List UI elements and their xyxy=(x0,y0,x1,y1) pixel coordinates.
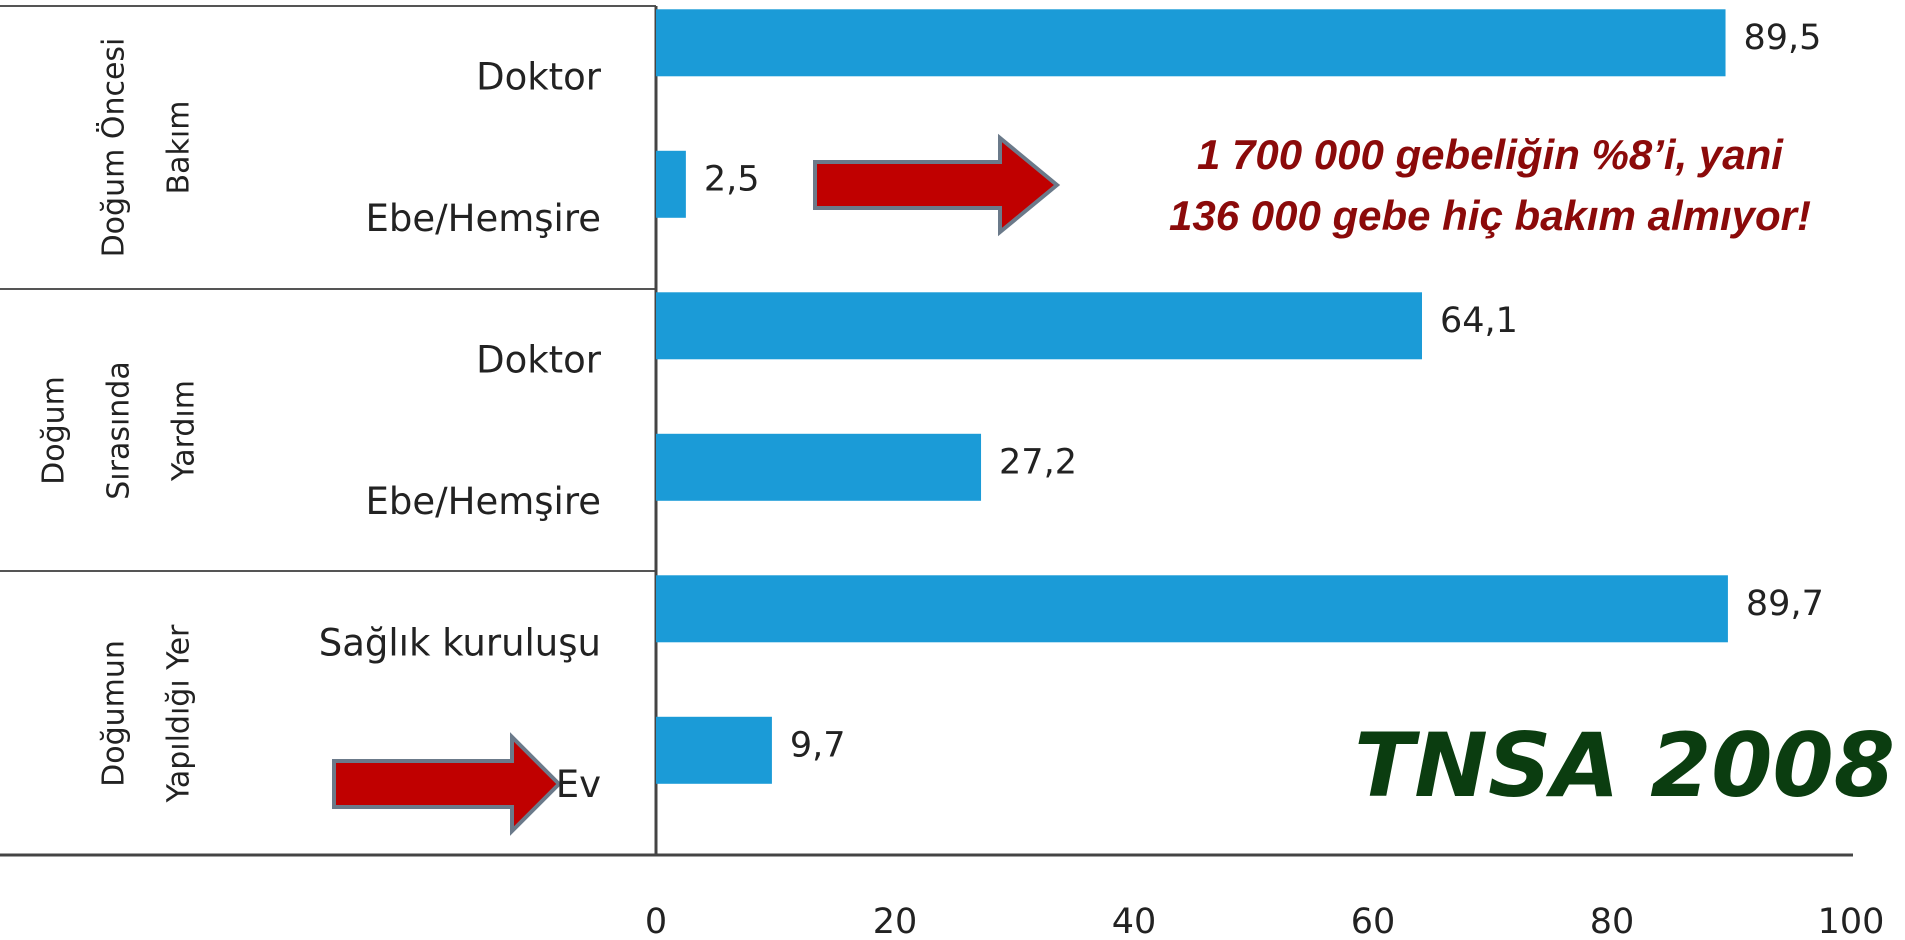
x-tick-label: 80 xyxy=(1590,902,1635,940)
group-label: Bakım xyxy=(162,101,197,195)
category-label: Ev xyxy=(556,763,601,806)
value-label: 89,5 xyxy=(1744,18,1822,58)
x-tick-label: 100 xyxy=(1818,902,1885,940)
annotation: 1 700 000 gebeliğin %8’i, yani xyxy=(1197,131,1784,178)
value-label: 27,2 xyxy=(999,442,1077,482)
x-tick-label: 0 xyxy=(645,902,667,940)
value-label: 64,1 xyxy=(1440,301,1518,341)
group-label: Doğum Öncesi xyxy=(96,38,132,258)
category-label: Ebe/Hemşire xyxy=(366,197,601,240)
bar xyxy=(656,9,1726,77)
x-tick-label: 20 xyxy=(873,902,918,940)
group-label: Doğum xyxy=(37,376,72,485)
group-label: Sırasında xyxy=(102,361,137,500)
category-label: Doktor xyxy=(476,55,602,98)
category-label: Doktor xyxy=(476,338,602,381)
arrow xyxy=(332,732,562,836)
source-label: TNSA 2008 xyxy=(1354,714,1895,817)
value-label: 2,5 xyxy=(704,159,760,199)
arrow xyxy=(813,133,1061,237)
value-label: 89,7 xyxy=(1746,584,1824,624)
bar xyxy=(656,433,982,501)
bar xyxy=(656,292,1422,360)
x-tick-label: 40 xyxy=(1112,902,1157,940)
annotation: 136 000 gebe hiç bakım almıyor! xyxy=(1169,192,1811,239)
x-tick-label: 60 xyxy=(1351,902,1396,940)
bar xyxy=(656,575,1728,643)
bar xyxy=(656,716,772,784)
category-label: Sağlık kuruluşu xyxy=(319,621,601,664)
group-label: Yapıldığı Yer xyxy=(162,624,197,803)
category-label: Ebe/Hemşire xyxy=(366,480,601,523)
bar xyxy=(656,150,686,218)
group-label: Doğumun xyxy=(97,640,132,787)
group-label: Yardım xyxy=(167,380,202,482)
value-label: 9,7 xyxy=(790,725,846,765)
